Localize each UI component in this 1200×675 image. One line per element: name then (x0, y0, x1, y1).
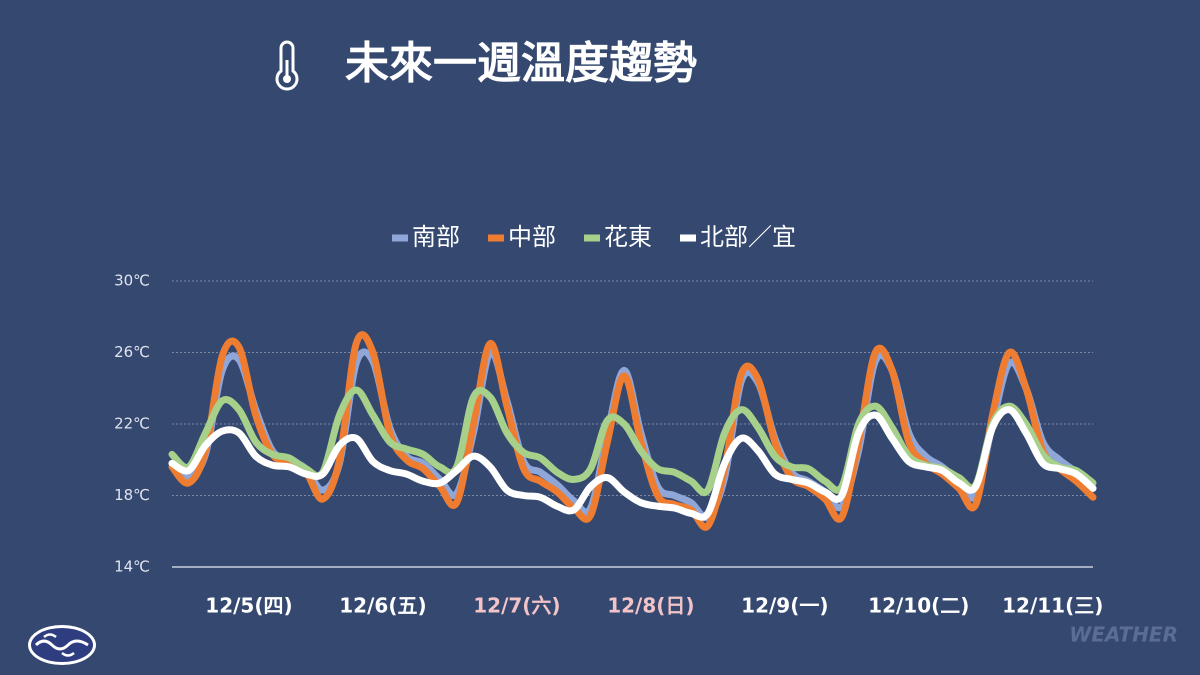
legend-label: 中部 (508, 223, 556, 251)
y-tick-label: 14℃ (114, 558, 150, 576)
legend-label: 北部／宜 (700, 223, 796, 251)
y-tick-label: 26℃ (114, 343, 150, 361)
x-tick-label: 12/11(三) (1002, 594, 1103, 618)
legend-label: 南部 (412, 223, 460, 251)
legend: 南部 中部 花東 北部／宜 (392, 223, 796, 251)
y-tick-label: 18℃ (114, 486, 150, 504)
x-tick-label: 12/10(二) (868, 594, 969, 618)
legend-label: 花東 (604, 223, 652, 251)
chart-title: 未來一週溫度趨勢 (345, 38, 697, 89)
y-tick-label: 22℃ (114, 415, 150, 433)
x-tick-label: 12/5(四) (205, 594, 292, 618)
thermometer-icon (275, 40, 299, 91)
watermark: WEATHER (1069, 623, 1178, 647)
x-tick-label: 12/6(五) (339, 594, 426, 618)
x-tick-label: 12/7(六) (473, 594, 560, 618)
x-tick-label: 12/8(日) (607, 594, 694, 618)
series-line (168, 406, 1097, 521)
x-tick-label: 12/9(一) (741, 594, 828, 618)
logo (28, 625, 96, 665)
y-tick-label: 30℃ (114, 272, 150, 290)
